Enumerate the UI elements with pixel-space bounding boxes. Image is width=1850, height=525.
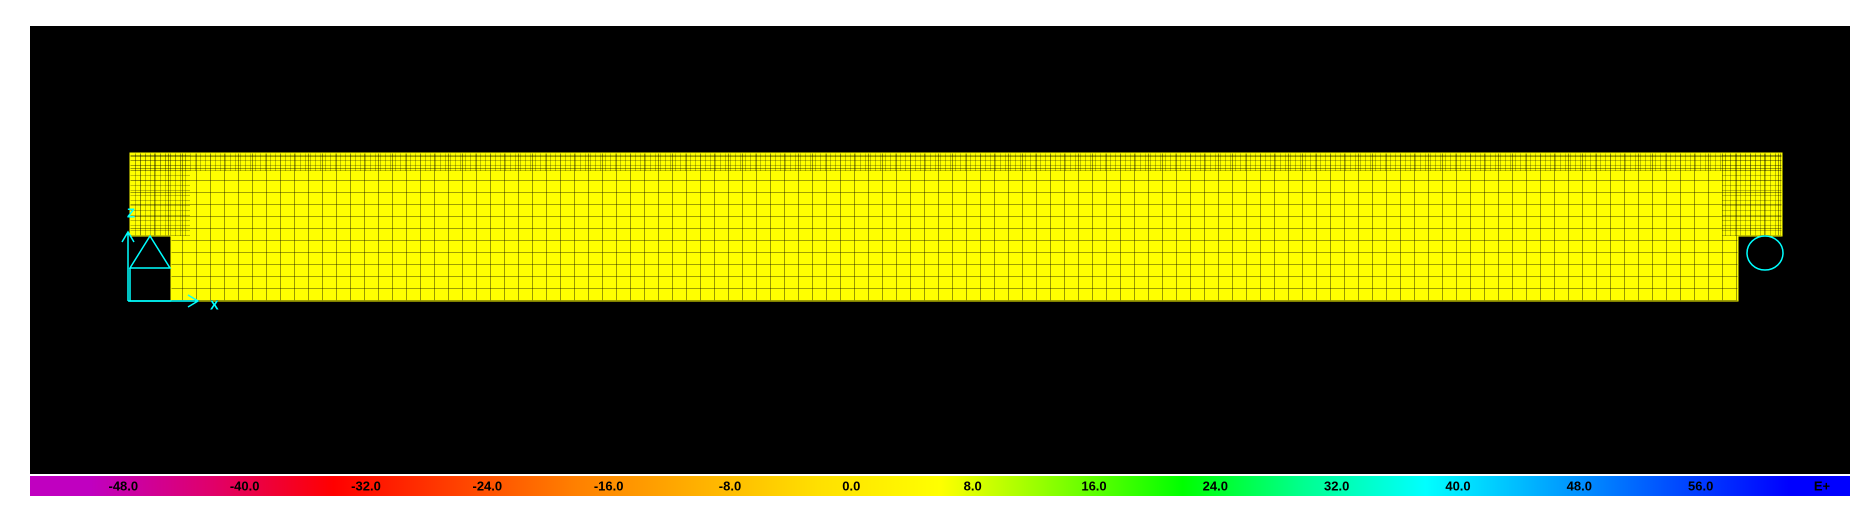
axes xyxy=(121,230,200,308)
beam-contour xyxy=(130,153,1782,301)
colorbar-label: -32.0 xyxy=(351,478,381,493)
colorbar-label: -40.0 xyxy=(230,478,260,493)
colorbar: -48.0 -40.0 -32.0 -24.0 -16.0 -8.0 0.0 8.0 16.0 2… xyxy=(30,476,1850,496)
colorbar-label: 8.0 xyxy=(964,478,982,493)
colorbar-label: 56.0 xyxy=(1688,478,1713,493)
colorbar-label: -8.0 xyxy=(719,478,741,493)
beam-outline xyxy=(129,152,1783,302)
roller-support xyxy=(1746,235,1784,271)
z-axis-label: Z xyxy=(127,205,135,220)
colorbar-label: -48.0 xyxy=(109,478,139,493)
colorbar-fill xyxy=(30,476,1850,496)
colorbar-label: 24.0 xyxy=(1203,478,1228,493)
colorbar-label: 40.0 xyxy=(1445,478,1470,493)
x-axis-label: X xyxy=(210,297,219,312)
colorbar-label: 32.0 xyxy=(1324,478,1349,493)
colorbar-label: -24.0 xyxy=(473,478,503,493)
colorbar-label: 48.0 xyxy=(1567,478,1592,493)
colorbar-label: E+ xyxy=(1814,478,1831,493)
colorbar-label: 0.0 xyxy=(842,478,860,493)
colorbar-label: -16.0 xyxy=(594,478,624,493)
colorbar-label: 16.0 xyxy=(1081,478,1106,493)
